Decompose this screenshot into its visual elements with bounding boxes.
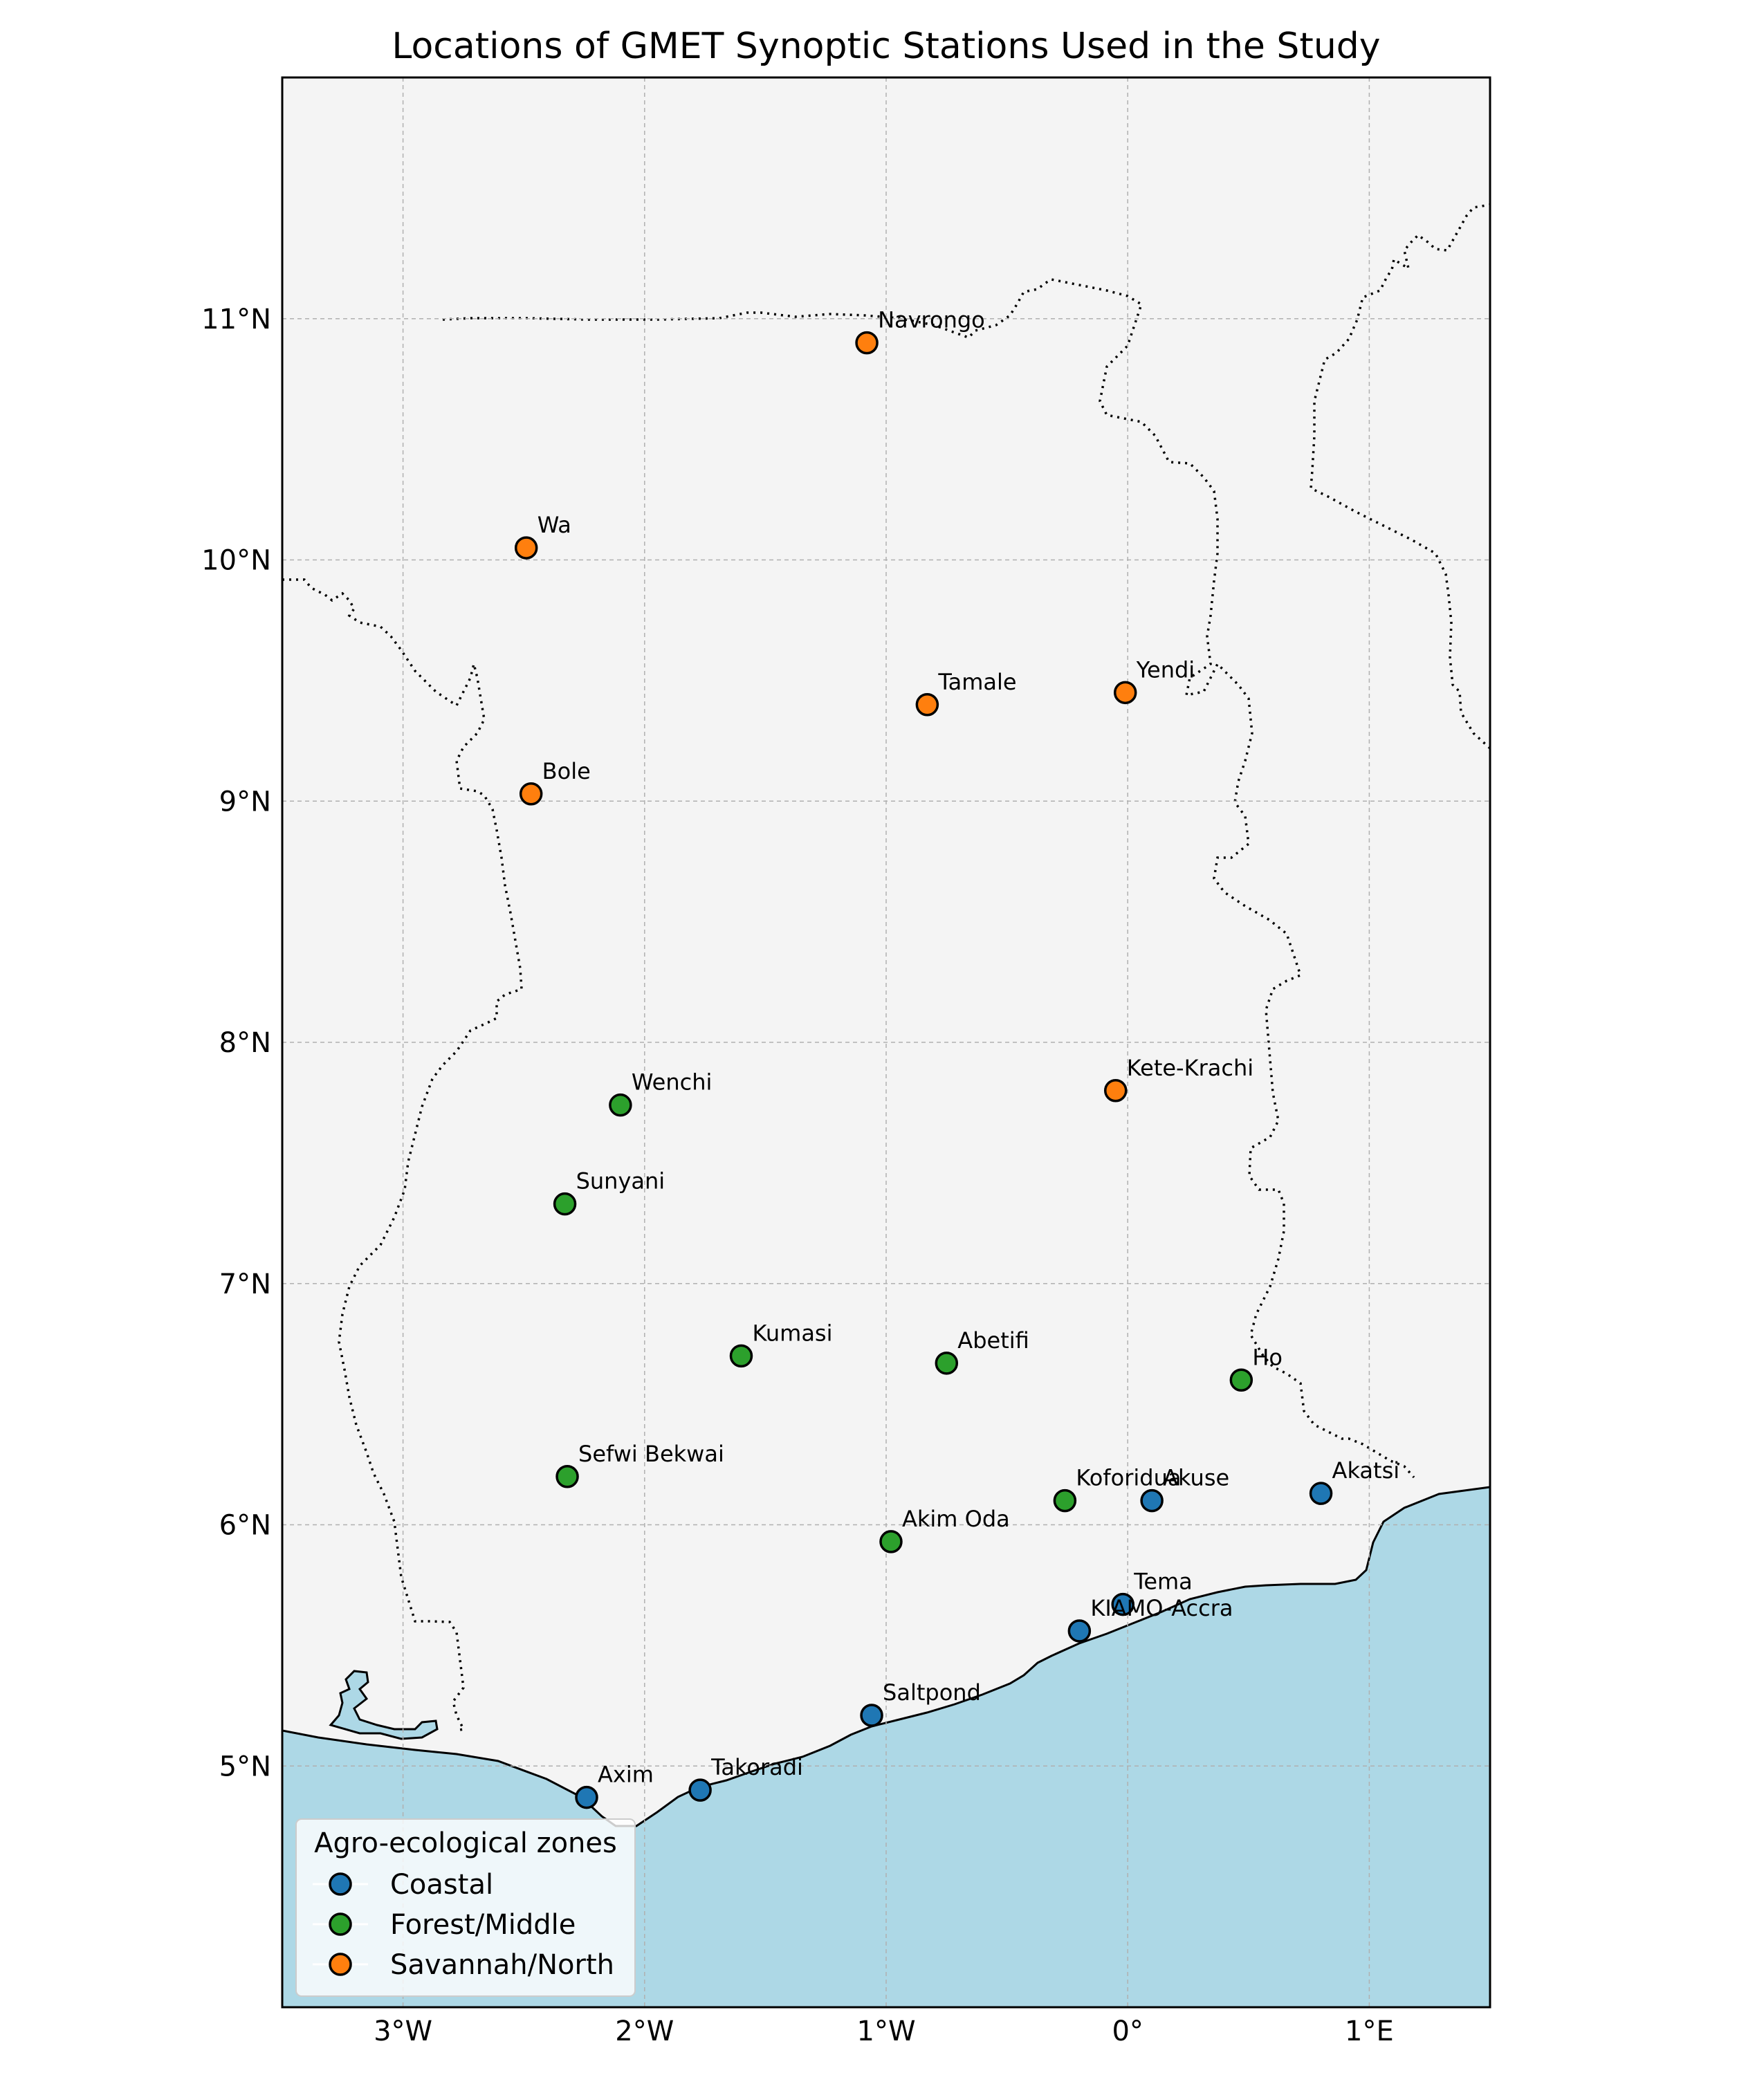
station-marker (860, 1704, 883, 1727)
y-tick-label: 9°N (219, 786, 271, 818)
y-tick-label: 5°N (219, 1751, 271, 1782)
station-label: Akim Oda (902, 1506, 1010, 1532)
legend-marker (329, 1953, 352, 1976)
station-marker (915, 693, 939, 717)
legend-label: Savannah/North (390, 1949, 614, 1981)
y-tick-label: 8°N (219, 1027, 271, 1059)
legend-label: Forest/Middle (390, 1909, 576, 1941)
station-label: Kete-Krachi (1127, 1055, 1253, 1081)
x-tick-label: 1°E (1345, 2016, 1394, 2047)
y-tick-label: 10°N (201, 545, 271, 577)
station-label: Wenchi (632, 1069, 713, 1096)
legend-box (295, 1818, 636, 1997)
station-marker (1229, 1368, 1253, 1392)
border-north (442, 278, 1415, 1479)
map-frame (281, 76, 1491, 2009)
station-label: Navrongo (878, 307, 985, 333)
station-marker (1140, 1488, 1164, 1513)
station-marker (553, 1192, 577, 1216)
station-marker (879, 1530, 903, 1553)
legend-marker (329, 1872, 352, 1896)
x-tick-label: 0° (1112, 2016, 1143, 2047)
station-label: KIAMO-Accra (1090, 1595, 1233, 1621)
map-title: Locations of GMET Synoptic Stations Used… (392, 26, 1380, 67)
stations-layer: Navrongo Wa Tamale Yendi Bole Kete-Krachi Wenc… (514, 307, 1400, 1809)
station-label: Abetifi (957, 1327, 1029, 1354)
station-label: Bole (542, 758, 591, 784)
y-tick-label: 7°N (219, 1269, 271, 1300)
station-marker (575, 1785, 598, 1809)
station-marker (1067, 1619, 1092, 1643)
station-label: Tema (1133, 1569, 1193, 1595)
y-tick-labels: 5°N 6°N 7°N 8°N 9°N 10°N 11°N (201, 304, 271, 1783)
legend-marker (329, 1912, 352, 1936)
station-label: Wa (538, 512, 571, 538)
x-tick-label: 3°W (374, 2016, 432, 2047)
x-tick-label: 1°W (857, 2016, 916, 2047)
border-east (1310, 203, 1490, 750)
station-marker (855, 331, 879, 355)
station-label: Saltpond (883, 1679, 981, 1706)
x-tick-labels: 3°W 2°W 1°W 0° 1°E (374, 2016, 1394, 2047)
station-label: Yendi (1136, 656, 1195, 683)
gridlines (282, 77, 1490, 2007)
station-marker (519, 782, 543, 806)
station-label: Koforidua (1076, 1465, 1181, 1491)
x-tick-label: 2°W (615, 2016, 674, 2047)
station-label: Axim (598, 1762, 654, 1788)
station-marker (729, 1344, 753, 1368)
station-marker (1111, 1592, 1134, 1616)
station-marker (1103, 1079, 1128, 1103)
legend: Agro-ecological zones Coastal Forest/Midd… (295, 1818, 636, 1997)
station-marker (514, 536, 538, 560)
border-west (282, 578, 523, 1732)
station-marker (1113, 681, 1137, 705)
station-label: Akatsi (1332, 1457, 1400, 1484)
station-label: Tamale (937, 669, 1016, 695)
y-tick-label: 11°N (201, 304, 271, 335)
legend-items: Coastal Forest/Middle Savannah/North (313, 1869, 614, 1981)
station-label: Kumasi (752, 1320, 832, 1346)
station-label: Sefwi Bekwai (578, 1441, 724, 1467)
station-marker (1053, 1488, 1077, 1513)
y-tick-label: 6°N (219, 1510, 271, 1542)
station-label: Akuse (1163, 1465, 1229, 1491)
station-label: Takoradi (710, 1754, 803, 1780)
station-marker (1309, 1482, 1333, 1505)
station-label: Ho (1252, 1344, 1283, 1370)
station-marker (609, 1093, 632, 1117)
station-marker (935, 1352, 959, 1375)
legend-label: Coastal (390, 1869, 493, 1901)
station-label: Sunyani (576, 1168, 665, 1195)
legend-title: Agro-ecological zones (314, 1827, 617, 1859)
station-marker (555, 1465, 579, 1488)
lagoon (329, 1670, 439, 1740)
station-marker (688, 1778, 712, 1802)
